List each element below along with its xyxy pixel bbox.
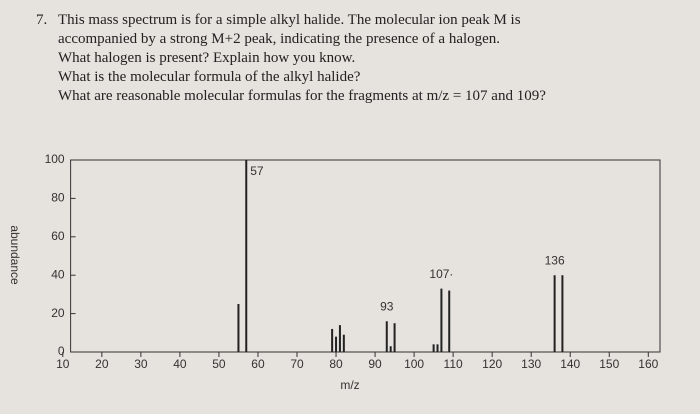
x-tick-label: 40 [173, 357, 187, 371]
question-line: What is the molecular formula of the alk… [58, 69, 361, 85]
x-tick-label: 60 [251, 357, 265, 371]
y-tick-label: 40 [51, 267, 65, 281]
x-tick-label: 70 [290, 357, 304, 371]
y-axis-label: abundance [8, 225, 22, 285]
question-number: 7. [36, 12, 48, 28]
plot-frame [70, 159, 661, 353]
x-tick-label: 160 [638, 357, 658, 371]
x-tick-label: 140 [560, 357, 580, 371]
x-tick-label: 150 [599, 357, 619, 371]
x-tick-label: 80 [329, 357, 343, 371]
question-line: What halogen is present? Explain how you… [58, 50, 356, 66]
x-tick-label: 20 [95, 357, 109, 371]
x-tick-label: 30 [134, 357, 148, 371]
question-line: This mass spectrum is for a simple alkyl… [58, 12, 521, 28]
question-line: accompanied by a strong M+2 peak, indica… [58, 31, 501, 47]
x-axis-label: m/z [340, 378, 359, 392]
x-tick-label: 10 [56, 357, 70, 371]
y-tick-label: 20 [51, 306, 65, 320]
peak-annotation: 93 [380, 299, 394, 313]
peak-annotation: 57 [250, 164, 264, 178]
y-tick-label: 0 [58, 344, 65, 358]
y-tick-label: 60 [51, 229, 65, 243]
x-tick-label: 90 [368, 357, 382, 371]
x-tick-label: 130 [521, 357, 541, 371]
y-tick-label: 100 [45, 152, 65, 166]
x-tick-label: 50 [212, 357, 226, 371]
x-tick-label: 100 [404, 357, 424, 371]
x-tick-label: 110 [444, 357, 463, 371]
y-tick-label: 80 [51, 191, 65, 205]
x-tick-label: 120 [482, 357, 502, 371]
peak-annotation: 136 [545, 253, 565, 267]
peak-annotation: 107· [429, 267, 453, 281]
question-line: What are reasonable molecular formulas f… [58, 88, 546, 104]
